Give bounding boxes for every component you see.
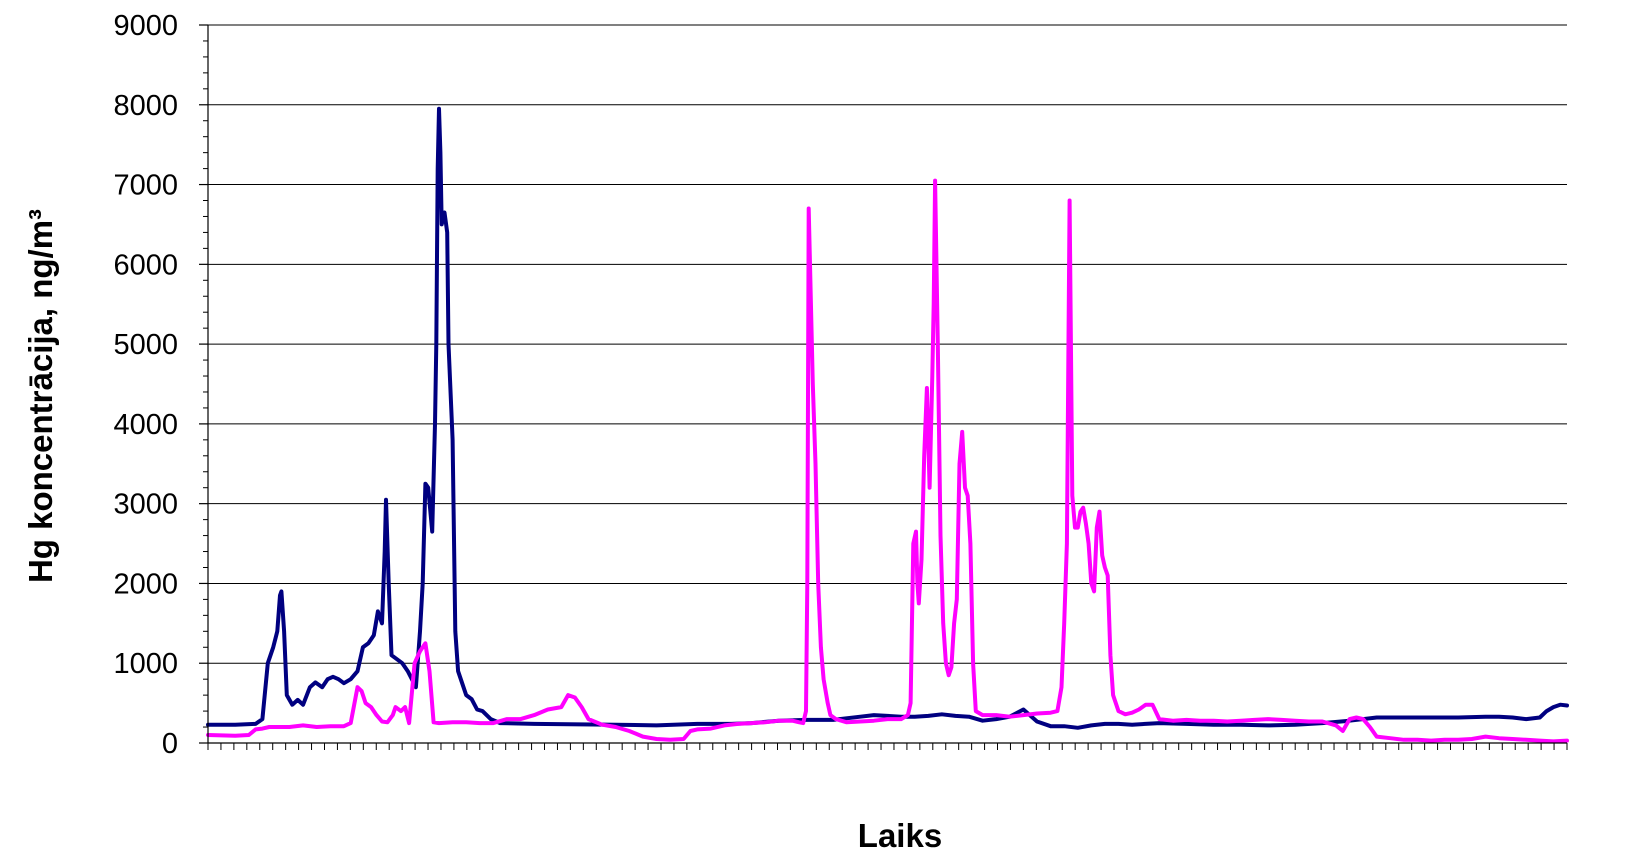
series-lines [206,106,1569,744]
series-line-1 [206,106,1569,730]
y-tick-label: 3000 [113,489,178,521]
y-tick-label: 8000 [113,90,178,122]
x-axis-title: Laiks [858,817,942,854]
y-tick-label: 9000 [113,10,178,42]
gridlines [208,24,1567,664]
y-axis-ticks: 0 1000 2000 3000 4000 5000 6000 7000 8000 9000 [113,10,208,760]
y-tick-label: 6000 [113,249,178,281]
y-tick-label: 4000 [113,409,178,441]
y-axis-title: Hg koncentrācija, ng/m³ [22,209,59,583]
axes [207,25,1567,744]
x-axis-ticks [207,743,1568,750]
y-tick-label: 1000 [113,648,178,680]
y-tick-label: 0 [162,728,178,760]
series-line-2 [206,178,1569,744]
y-tick-label: 7000 [113,170,178,202]
y-tick-label: 5000 [113,329,178,361]
y-tick-label: 2000 [113,568,178,600]
